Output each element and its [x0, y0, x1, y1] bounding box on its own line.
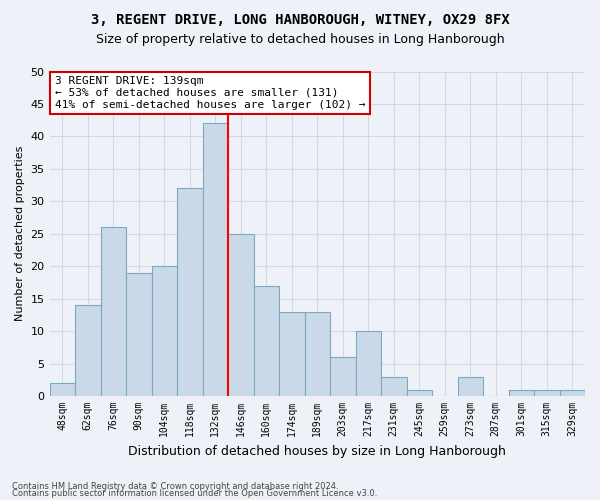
Bar	[407, 390, 432, 396]
Bar	[560, 390, 585, 396]
Bar	[381, 376, 407, 396]
Y-axis label: Number of detached properties: Number of detached properties	[15, 146, 25, 322]
Bar	[228, 234, 254, 396]
Text: 3 REGENT DRIVE: 139sqm
← 53% of detached houses are smaller (131)
41% of semi-de: 3 REGENT DRIVE: 139sqm ← 53% of detached…	[55, 76, 365, 110]
Bar	[126, 272, 152, 396]
Bar	[177, 188, 203, 396]
Bar	[152, 266, 177, 396]
Bar	[75, 305, 101, 396]
Bar	[101, 228, 126, 396]
Bar	[509, 390, 534, 396]
Text: Contains public sector information licensed under the Open Government Licence v3: Contains public sector information licen…	[12, 489, 377, 498]
Bar	[356, 331, 381, 396]
Text: Size of property relative to detached houses in Long Hanborough: Size of property relative to detached ho…	[95, 32, 505, 46]
Bar	[534, 390, 560, 396]
Text: Contains HM Land Registry data © Crown copyright and database right 2024.: Contains HM Land Registry data © Crown c…	[12, 482, 338, 491]
Bar	[203, 124, 228, 396]
Bar	[305, 312, 330, 396]
Bar	[50, 383, 75, 396]
Bar	[458, 376, 483, 396]
Text: 3, REGENT DRIVE, LONG HANBOROUGH, WITNEY, OX29 8FX: 3, REGENT DRIVE, LONG HANBOROUGH, WITNEY…	[91, 12, 509, 26]
Bar	[254, 286, 279, 396]
Bar	[330, 357, 356, 396]
X-axis label: Distribution of detached houses by size in Long Hanborough: Distribution of detached houses by size …	[128, 444, 506, 458]
Bar	[279, 312, 305, 396]
